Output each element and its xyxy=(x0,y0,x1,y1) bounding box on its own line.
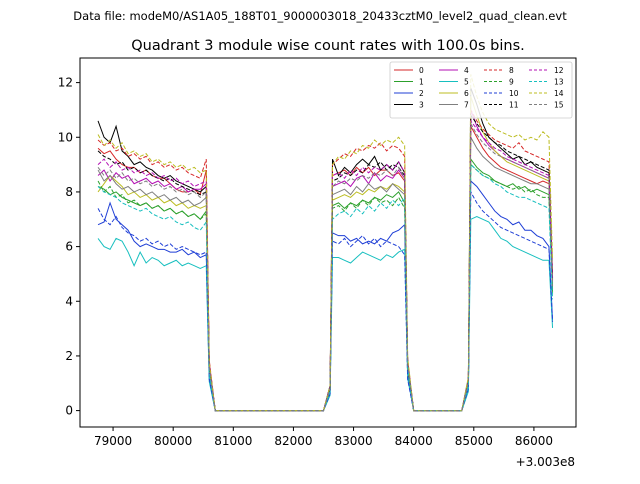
legend-label: 12 xyxy=(554,66,564,75)
legend-item-12: 12 xyxy=(529,66,564,75)
legend-label: 3 xyxy=(419,101,424,110)
series-line-14 xyxy=(97,74,554,412)
legend-item-8: 8 xyxy=(484,66,514,75)
legend-item-15: 15 xyxy=(529,101,564,110)
legend-item-10: 10 xyxy=(484,89,519,98)
legend-label: 2 xyxy=(419,89,424,98)
legend-label: 13 xyxy=(554,78,564,87)
legend-label: 0 xyxy=(419,66,424,75)
legend-item-11: 11 xyxy=(484,101,519,110)
legend-item-9: 9 xyxy=(484,78,514,87)
legend-label: 9 xyxy=(509,78,514,87)
series-line-11 xyxy=(97,113,554,412)
legend-item-4: 4 xyxy=(439,66,469,75)
lines-layer xyxy=(97,74,554,412)
y-tick-label: 0 xyxy=(65,404,73,418)
y-tick-label: 12 xyxy=(58,76,73,90)
legend-item-5: 5 xyxy=(439,78,469,87)
series-line-8 xyxy=(97,108,554,412)
series-line-7 xyxy=(97,135,554,412)
x-offset-label: +3.003e8 xyxy=(516,455,575,469)
legend-label: 10 xyxy=(509,89,519,98)
ticks-layer: 79000 80000 81000 82000 83000 84000 85000 86000… xyxy=(58,76,553,448)
legend-item-3: 3 xyxy=(394,101,424,110)
series-line-3 xyxy=(97,87,554,412)
x-tick-label: 83000 xyxy=(334,434,372,448)
legend-item-2: 2 xyxy=(394,89,424,98)
series-line-2 xyxy=(97,179,554,412)
figure-suptitle: Data file: modeM0/AS1A05_188T01_90000030… xyxy=(73,9,567,23)
legend-item-1: 1 xyxy=(394,78,424,87)
x-tick-label: 79000 xyxy=(94,434,132,448)
axes-frame xyxy=(79,57,577,428)
legend-label: 1 xyxy=(419,78,424,87)
chart-title: Quadrant 3 module wise count rates with … xyxy=(131,38,525,54)
legend-item-14: 14 xyxy=(529,89,564,98)
legend-item-0: 0 xyxy=(394,66,424,75)
y-tick-label: 4 xyxy=(65,294,73,308)
series-line-15 xyxy=(97,121,554,412)
y-tick-label: 6 xyxy=(65,240,73,254)
series-line-4 xyxy=(97,109,554,412)
x-tick-label: 85000 xyxy=(455,434,493,448)
legend-box xyxy=(389,61,573,119)
y-tick-label: 2 xyxy=(65,349,73,363)
series-line-12 xyxy=(97,119,554,412)
legend-label: 6 xyxy=(464,89,469,98)
series-line-13 xyxy=(97,163,554,412)
series-line-5 xyxy=(97,215,554,412)
legend-item-6: 6 xyxy=(439,89,469,98)
legend-label: 11 xyxy=(509,101,519,110)
legend-label: 14 xyxy=(554,89,564,98)
legend-label: 15 xyxy=(554,101,564,110)
y-tick-label: 8 xyxy=(65,185,73,199)
y-tick-label: 10 xyxy=(58,130,73,144)
x-tick-label: 82000 xyxy=(274,434,312,448)
x-tick-label: 81000 xyxy=(214,434,252,448)
x-tick-label: 84000 xyxy=(395,434,433,448)
legend-label: 7 xyxy=(464,101,469,110)
x-tick-label: 80000 xyxy=(154,434,192,448)
series-line-10 xyxy=(97,190,554,412)
legend-label: 8 xyxy=(509,66,514,75)
x-tick-label: 86000 xyxy=(515,434,553,448)
series-line-6 xyxy=(97,96,554,412)
legend-item-7: 7 xyxy=(439,101,469,110)
legend-label: 5 xyxy=(464,78,469,87)
legend-label: 4 xyxy=(464,66,469,75)
series-line-0 xyxy=(97,124,554,412)
legend-item-13: 13 xyxy=(529,78,564,87)
